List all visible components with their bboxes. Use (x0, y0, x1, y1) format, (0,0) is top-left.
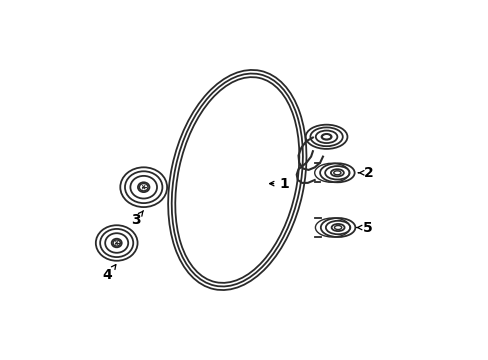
Text: 1: 1 (269, 177, 288, 190)
Text: 5: 5 (356, 221, 372, 234)
Text: 2: 2 (358, 166, 373, 180)
Text: 3: 3 (131, 211, 143, 227)
Text: 4: 4 (102, 265, 116, 282)
